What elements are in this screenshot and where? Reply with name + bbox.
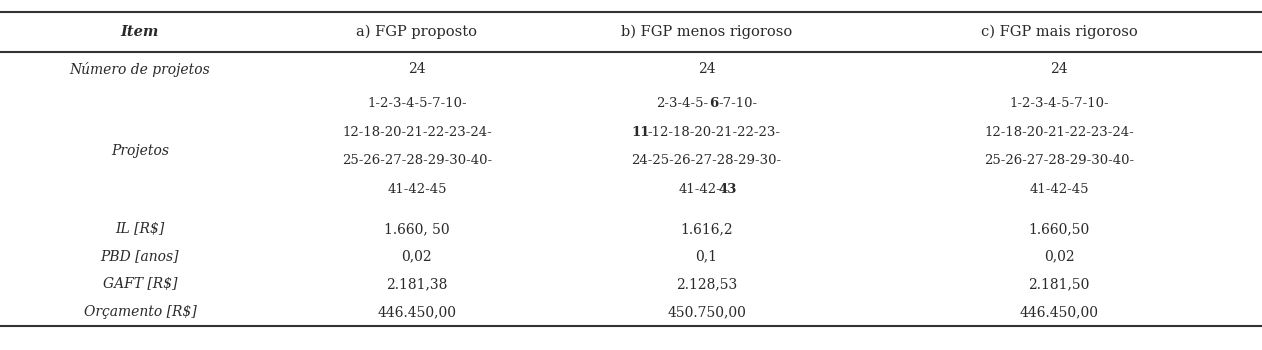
Text: 41-42-45: 41-42-45 bbox=[387, 183, 447, 196]
Text: Orçamento [R$]: Orçamento [R$] bbox=[83, 305, 197, 319]
Text: 24: 24 bbox=[698, 62, 716, 76]
Text: 25-26-27-28-29-30-40-: 25-26-27-28-29-30-40- bbox=[342, 154, 492, 167]
Text: 41-42-: 41-42- bbox=[678, 183, 721, 196]
Text: 1.660,50: 1.660,50 bbox=[1029, 222, 1090, 236]
Text: Item: Item bbox=[121, 25, 159, 39]
Text: -12-18-20-21-22-23-: -12-18-20-21-22-23- bbox=[647, 126, 780, 139]
Text: a) FGP proposto: a) FGP proposto bbox=[356, 25, 477, 39]
Text: 1.616,2: 1.616,2 bbox=[680, 222, 733, 236]
Text: 11: 11 bbox=[631, 126, 650, 139]
Text: 2.181,50: 2.181,50 bbox=[1029, 277, 1090, 291]
Text: 25-26-27-28-29-30-40-: 25-26-27-28-29-30-40- bbox=[984, 154, 1135, 167]
Text: GAFT [R$]: GAFT [R$] bbox=[102, 277, 177, 291]
Text: 12-18-20-21-22-23-24-: 12-18-20-21-22-23-24- bbox=[984, 126, 1135, 139]
Text: 1.660, 50: 1.660, 50 bbox=[384, 222, 449, 236]
Text: 2-3-4-5-: 2-3-4-5- bbox=[656, 97, 708, 110]
Text: 2.181,38: 2.181,38 bbox=[386, 277, 448, 291]
Text: 446.450,00: 446.450,00 bbox=[377, 305, 457, 319]
Text: 24: 24 bbox=[1050, 62, 1068, 76]
Text: 2.128,53: 2.128,53 bbox=[676, 277, 737, 291]
Text: 446.450,00: 446.450,00 bbox=[1020, 305, 1099, 319]
Text: 41-42-45: 41-42-45 bbox=[1030, 183, 1089, 196]
Text: 43: 43 bbox=[718, 183, 737, 196]
Text: 450.750,00: 450.750,00 bbox=[668, 305, 746, 319]
Text: 0,1: 0,1 bbox=[695, 250, 718, 264]
Text: 0,02: 0,02 bbox=[1044, 250, 1074, 264]
Text: Projetos: Projetos bbox=[111, 144, 169, 158]
Text: IL [R$]: IL [R$] bbox=[115, 222, 164, 236]
Text: PBD [anos]: PBD [anos] bbox=[101, 250, 179, 264]
Text: 0,02: 0,02 bbox=[401, 250, 433, 264]
Text: 24: 24 bbox=[408, 62, 425, 76]
Text: 1-2-3-4-5-7-10-: 1-2-3-4-5-7-10- bbox=[367, 97, 467, 110]
Text: 12-18-20-21-22-23-24-: 12-18-20-21-22-23-24- bbox=[342, 126, 492, 139]
Text: c) FGP mais rigoroso: c) FGP mais rigoroso bbox=[981, 25, 1137, 39]
Text: -7-10-: -7-10- bbox=[718, 97, 757, 110]
Text: Número de projetos: Número de projetos bbox=[69, 62, 211, 77]
Text: b) FGP menos rigoroso: b) FGP menos rigoroso bbox=[621, 25, 793, 39]
Text: 1-2-3-4-5-7-10-: 1-2-3-4-5-7-10- bbox=[1010, 97, 1109, 110]
Text: 6: 6 bbox=[709, 97, 718, 110]
Text: 24-25-26-27-28-29-30-: 24-25-26-27-28-29-30- bbox=[631, 154, 781, 167]
